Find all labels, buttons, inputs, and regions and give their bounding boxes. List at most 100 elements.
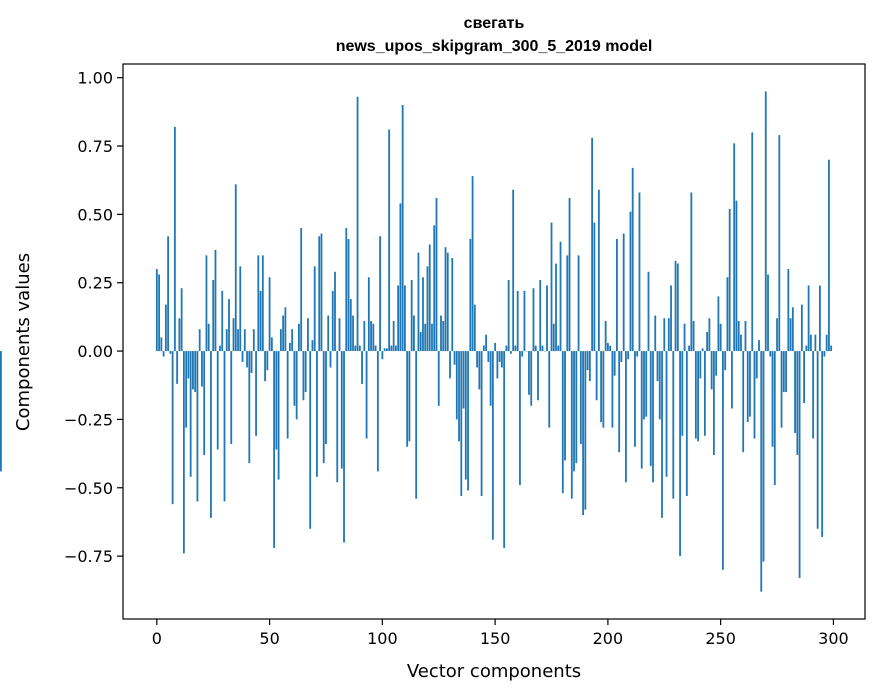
- bar: [771, 351, 774, 447]
- bar: [676, 263, 679, 352]
- bar: [491, 351, 494, 540]
- bar: [196, 351, 199, 502]
- bar: [250, 351, 253, 373]
- bar: [473, 304, 476, 352]
- bar: [665, 351, 668, 477]
- bar: [703, 351, 706, 436]
- bar: [803, 351, 805, 404]
- bar: [622, 233, 625, 352]
- x-axis: 0 50 100 150 200 250 300: [152, 619, 849, 648]
- bar: [606, 342, 609, 352]
- x-tick-label: 200: [593, 629, 624, 648]
- y-axis-label: Components values: [13, 253, 34, 431]
- bar: [392, 321, 395, 352]
- bar: [503, 351, 506, 548]
- bar: [755, 351, 758, 379]
- bar: [724, 351, 727, 371]
- bar: [419, 331, 422, 352]
- bar: [516, 290, 519, 352]
- bar: [155, 269, 158, 352]
- bar: [769, 351, 772, 357]
- bar: [645, 351, 648, 417]
- bar: [816, 351, 819, 529]
- bar: [731, 351, 733, 409]
- bar: [291, 329, 294, 352]
- bar: [241, 351, 244, 363]
- bar: [570, 351, 573, 499]
- bar: [616, 238, 618, 352]
- bar: [785, 351, 787, 393]
- bar: [358, 345, 361, 352]
- bar: [345, 228, 348, 352]
- bar: [609, 345, 612, 352]
- bar: [722, 351, 724, 570]
- bar: [742, 351, 745, 453]
- bar: [221, 290, 224, 352]
- bar: [667, 318, 670, 352]
- bar: [663, 318, 666, 352]
- bar: [715, 351, 718, 376]
- bar: [573, 351, 575, 472]
- bar: [744, 321, 747, 352]
- bar: [440, 315, 442, 352]
- bar: [546, 285, 548, 352]
- bar: [647, 271, 650, 352]
- bar: [636, 351, 639, 357]
- bar: [670, 285, 672, 352]
- bar: [437, 351, 440, 406]
- x-tick-label: 300: [818, 629, 849, 648]
- bar: [349, 299, 352, 352]
- bar: [764, 91, 767, 352]
- bar: [401, 105, 404, 352]
- bar: [735, 200, 738, 352]
- bar: [158, 274, 160, 352]
- bar: [257, 255, 260, 352]
- bar: [279, 329, 282, 352]
- bar: [343, 351, 345, 543]
- bar: [203, 351, 206, 455]
- bar: [201, 351, 203, 387]
- bar: [293, 351, 296, 406]
- bar: [719, 323, 722, 352]
- bar: [381, 351, 384, 360]
- bar: [300, 228, 303, 352]
- bar: [814, 334, 817, 352]
- y-tick-label: 0.75: [77, 137, 113, 156]
- bars-group: [0, 91, 833, 592]
- bar: [302, 351, 305, 401]
- bar: [313, 266, 316, 352]
- bar: [451, 258, 454, 352]
- bar: [356, 96, 359, 352]
- y-tick-label: 0.00: [77, 342, 113, 361]
- bar: [223, 351, 226, 502]
- bar: [575, 351, 578, 464]
- bar: [164, 304, 167, 352]
- bar: [778, 135, 781, 352]
- bar: [661, 351, 663, 518]
- bar: [809, 334, 812, 352]
- bar: [228, 299, 230, 352]
- bar: [243, 329, 246, 352]
- x-tick-label: 100: [367, 629, 398, 648]
- bar: [821, 351, 824, 537]
- bar: [586, 351, 589, 371]
- bar: [413, 315, 415, 352]
- bar: [316, 351, 318, 477]
- bar: [442, 321, 445, 352]
- bar: [534, 345, 537, 352]
- bar: [426, 266, 429, 352]
- bar: [561, 351, 564, 494]
- bar: [478, 351, 481, 390]
- bar: [320, 233, 323, 352]
- bar: [363, 321, 366, 352]
- bar: [697, 351, 699, 442]
- bar: [776, 318, 778, 352]
- bar: [595, 351, 598, 401]
- bar: [464, 351, 467, 480]
- bar: [322, 351, 325, 464]
- bar: [167, 236, 169, 352]
- bar: [367, 277, 370, 352]
- bar: [498, 351, 501, 363]
- bar: [239, 266, 242, 352]
- bar: [681, 351, 684, 436]
